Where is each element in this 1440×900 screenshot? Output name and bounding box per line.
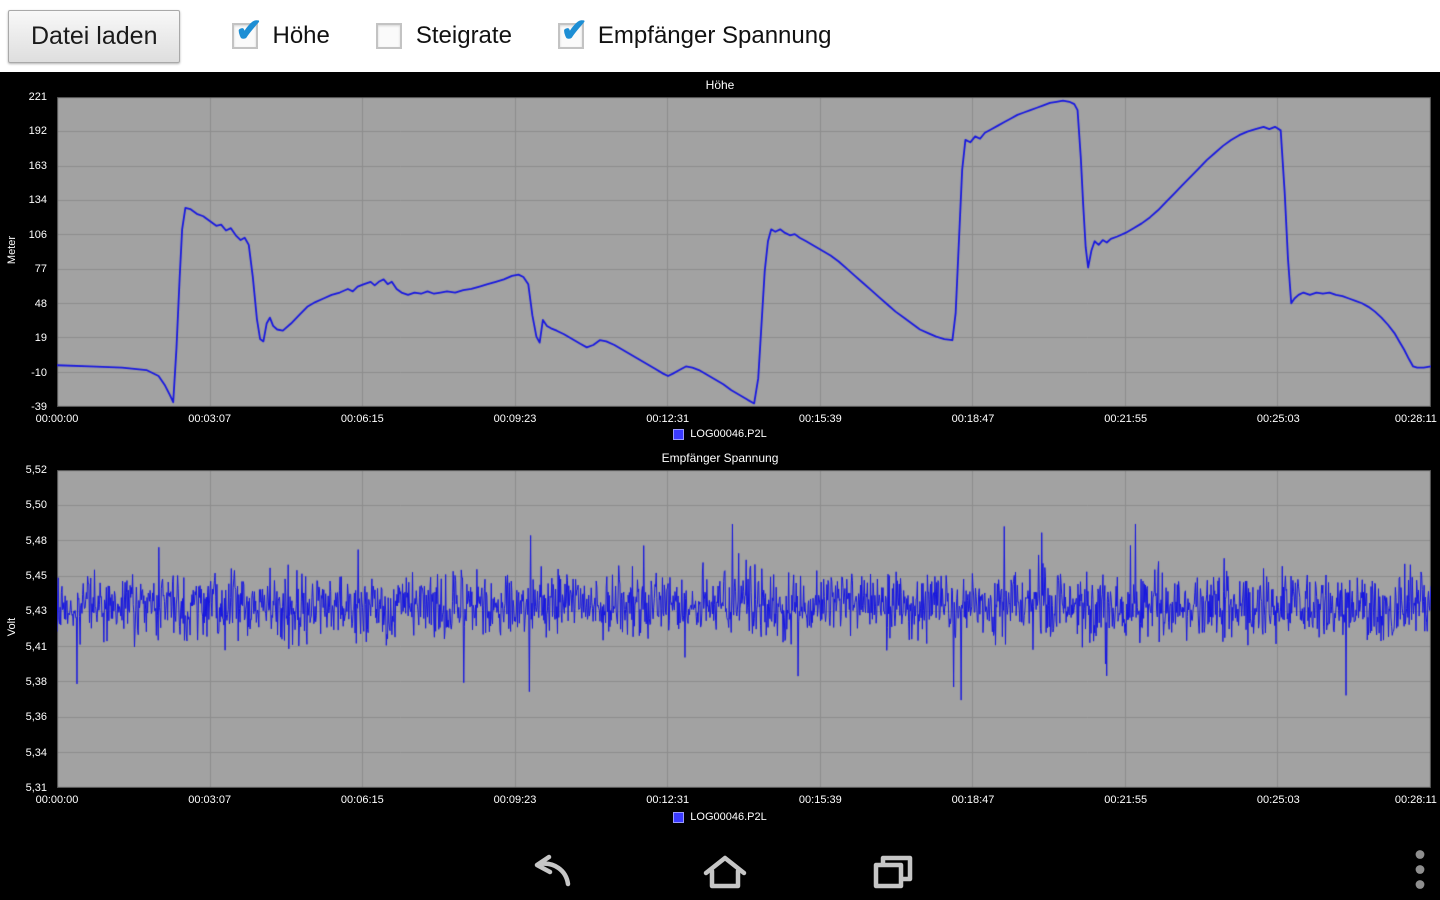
y-tick-label: 5,43 xyxy=(25,605,47,618)
x-tick-label: 00:25:03 xyxy=(1256,794,1300,806)
y-tick-label: -39 xyxy=(31,401,47,413)
y-tick-label: 5,45 xyxy=(25,570,47,582)
chart-hoehe-xticks: 00:00:00 00:03:07 00:06:15 00:09:23 00:12:31… xyxy=(36,413,1437,427)
x-tick-label: 00:09:23 xyxy=(493,413,537,425)
checkbox-steigrate-label: Steigrate xyxy=(415,22,512,49)
x-tick-label: 00:21:55 xyxy=(1104,413,1148,425)
chart-empfaenger-spannung-title: Empfänger Spannung xyxy=(661,451,779,465)
chart-hoehe: Höhe Meter 221 192 163 134 106 77 48 19 -10 -39 0… xyxy=(0,72,1440,445)
chart-hoehe-legend: LOG00046.P2L xyxy=(0,428,1440,440)
hoehe-plot-canvas xyxy=(57,97,1431,407)
y-tick-label: 221 xyxy=(28,91,47,103)
legend-swatch-icon xyxy=(673,428,685,440)
recents-icon xyxy=(873,855,913,888)
home-icon xyxy=(703,855,747,888)
x-tick-label: 00:18:47 xyxy=(951,794,995,806)
legend-label: LOG00046.P2L xyxy=(690,428,767,441)
x-tick-label: 00:09:23 xyxy=(493,794,537,806)
chart-hoehe-yticks: 221 192 163 134 106 77 48 19 -10 -39 xyxy=(0,91,52,413)
checkbox-empfaenger-spannung[interactable]: ✔ Empfänger Spannung xyxy=(557,12,832,50)
x-tick-label: 00:18:47 xyxy=(951,413,995,425)
checkbox-hoehe-label: Höhe xyxy=(272,22,330,49)
chart-hoehe-plot xyxy=(57,97,1431,407)
x-tick-label: 00:03:07 xyxy=(188,413,232,425)
x-tick-label: 00:25:03 xyxy=(1256,413,1300,425)
back-icon xyxy=(534,854,571,886)
charts-area: Höhe Meter 221 192 163 134 106 77 48 19 -10 -39 0… xyxy=(0,72,1440,843)
legend-label: LOG00046.P2L xyxy=(690,811,767,824)
nav-recents-button[interactable] xyxy=(872,854,914,890)
x-tick-label: 00:00:00 xyxy=(35,794,79,806)
checkbox-empfaenger-spannung-label: Empfänger Spannung xyxy=(597,22,832,49)
x-tick-label: 00:12:31 xyxy=(646,413,690,425)
chart-empfaenger-spannung: Empfänger Spannung Volt 5,52 5,50 5,48 5,45… xyxy=(0,445,1440,843)
y-tick-label: 134 xyxy=(28,194,47,207)
y-tick-label: 5,41 xyxy=(25,640,47,653)
y-tick-label: 5,36 xyxy=(25,711,47,724)
chart-empfaenger-spannung-plot xyxy=(57,470,1431,788)
y-tick-label: 106 xyxy=(28,228,47,241)
x-tick-label: 00:28:11 xyxy=(1394,794,1437,806)
y-tick-label: 192 xyxy=(28,125,47,138)
x-tick-label: 00:06:15 xyxy=(340,413,384,425)
x-tick-label: 00:03:07 xyxy=(188,794,232,806)
chart-empfaenger-spannung-legend: LOG00046.P2L xyxy=(0,811,1440,823)
nav-overflow-menu-button[interactable] xyxy=(1414,848,1426,895)
toolbar: Datei laden ✔ Höhe ✔ Steigrate ✔ Empfäng… xyxy=(0,0,1440,72)
check-icon: ✔ xyxy=(560,12,588,48)
chart-hoehe-title: Höhe xyxy=(705,78,735,92)
spannung-plot-canvas xyxy=(57,470,1431,788)
nav-back-button[interactable] xyxy=(526,854,578,890)
x-tick-label: 00:00:00 xyxy=(35,413,79,425)
y-tick-label: 5,38 xyxy=(25,676,47,688)
x-tick-label: 00:28:11 xyxy=(1394,413,1437,425)
y-tick-label: 5,48 xyxy=(25,534,47,547)
nav-home-button[interactable] xyxy=(702,854,748,890)
x-tick-label: 00:15:39 xyxy=(798,413,842,425)
chart-empfaenger-spannung-xticks: 00:00:00 00:03:07 00:06:15 00:09:23 00:12:31… xyxy=(36,794,1437,808)
y-tick-label: 5,52 xyxy=(25,464,47,476)
checkbox-steigrate[interactable]: ✔ Steigrate xyxy=(375,22,512,50)
checkbox-hoehe[interactable]: ✔ Höhe xyxy=(232,12,330,50)
x-tick-label: 00:15:39 xyxy=(798,794,842,806)
y-tick-label: 163 xyxy=(28,159,47,172)
chart-empfaenger-spannung-yticks: 5,52 5,50 5,48 5,45 5,43 5,41 5,38 5,36 5,34 5,31 xyxy=(0,464,52,794)
y-tick-label: -10 xyxy=(31,366,47,379)
overflow-menu-icon xyxy=(1415,849,1425,889)
y-tick-label: 77 xyxy=(34,263,47,276)
load-file-button[interactable]: Datei laden xyxy=(8,9,181,63)
checkbox-empfaenger-spannung-box[interactable]: ✔ xyxy=(557,12,588,49)
y-tick-label: 5,31 xyxy=(25,782,47,794)
android-navbar xyxy=(0,843,1440,900)
x-tick-label: 00:06:15 xyxy=(340,794,384,806)
legend-swatch-icon xyxy=(673,811,685,823)
y-tick-label: 5,34 xyxy=(25,746,47,759)
y-tick-label: 19 xyxy=(34,332,47,345)
checkbox-hoehe-box[interactable]: ✔ xyxy=(232,12,262,49)
x-tick-label: 00:21:55 xyxy=(1104,794,1148,806)
y-tick-label: 5,50 xyxy=(25,499,47,512)
check-icon: ✔ xyxy=(235,12,263,48)
checkbox-steigrate-box[interactable]: ✔ xyxy=(375,23,402,49)
y-tick-label: 48 xyxy=(34,297,47,310)
x-tick-label: 00:12:31 xyxy=(646,794,690,806)
